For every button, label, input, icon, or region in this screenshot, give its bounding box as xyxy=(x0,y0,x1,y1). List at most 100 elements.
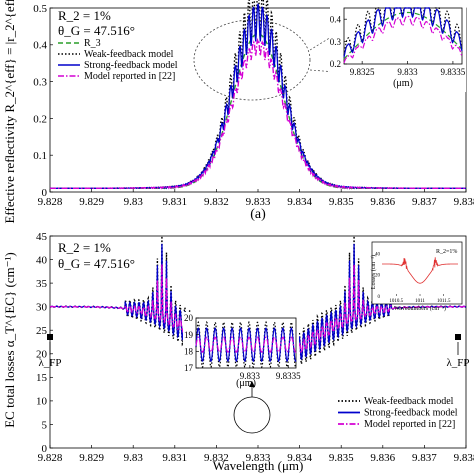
inset-x-tick-label: 9.833 xyxy=(240,371,261,381)
legend-entry: Model reported in [22] xyxy=(364,419,455,430)
spectrum-x-tick-label: 1011 xyxy=(415,299,425,304)
legend-entry: Model reported in [22] xyxy=(84,71,175,82)
x-axis-tick-label: 9.838 xyxy=(454,452,474,464)
x-axis-tick-label: 9.834 xyxy=(287,452,312,464)
inset-frame xyxy=(371,241,463,305)
lambda-fp-marker xyxy=(455,334,461,340)
y-axis-tick-label: 35 xyxy=(36,278,48,290)
x-axis-tick-label: 9.833 xyxy=(246,452,271,464)
y-axis-tick-label: 0.5 xyxy=(33,3,47,15)
inset-series-line-3 xyxy=(195,336,297,353)
lambda-fp-marker xyxy=(47,334,53,340)
x-axis-tick-label: 9.832 xyxy=(204,196,229,208)
x-axis-tick-label: 9.838 xyxy=(454,196,474,208)
x-axis-tick-label: 9.833 xyxy=(246,196,271,208)
x-axis-tick-label: 9.83 xyxy=(124,196,144,208)
y-axis-tick-label: 0 xyxy=(42,187,48,199)
y-axis-label: Effective reflectivity R_2^{eff} = |r_2^… xyxy=(2,0,17,224)
inset-x-tick-label: 9.8335 xyxy=(441,67,466,77)
legend-entry: Weak-feedback model xyxy=(364,396,454,407)
inset-x-label: (μm) xyxy=(393,78,413,89)
inset-legend: R_2=1% xyxy=(436,249,457,255)
inset-x-tick-label: 9.8325 xyxy=(350,67,375,77)
y-axis-tick-label: 25 xyxy=(36,325,48,337)
panel-label: (a) xyxy=(250,207,266,222)
theta-annotation: θ_G = 47.516° xyxy=(58,23,135,38)
inset-y-label: Losses (cm⁻¹) xyxy=(370,255,377,289)
y-axis-tick-label: 40 xyxy=(36,254,48,266)
r2-annotation: R_2 = 1% xyxy=(58,240,111,255)
y-axis-tick-label: 10 xyxy=(36,396,48,408)
x-axis-tick-label: 9.83 xyxy=(124,452,144,464)
y-axis-tick-label: 5 xyxy=(42,419,48,431)
inset-background xyxy=(183,312,299,376)
y-axis-tick-label: 0.4 xyxy=(33,40,47,52)
y-axis-label: EC total losses α_T^{EC} (cm⁻¹) xyxy=(2,252,17,428)
inset-x-tick-label: 9.8335 xyxy=(276,371,301,381)
inset-y-tick-label: 19 xyxy=(184,330,194,340)
theta-annotation: θ_G = 47.516° xyxy=(58,256,135,271)
x-axis-tick-label: 9.831 xyxy=(162,196,187,208)
inset-series-line-3 xyxy=(343,7,463,58)
y-axis-tick-label: 20 xyxy=(36,349,48,361)
y-axis-tick-label: 0.3 xyxy=(33,76,47,88)
y-axis-tick-label: 0.1 xyxy=(33,150,47,162)
x-axis-tick-label: 9.835 xyxy=(329,196,354,208)
inset-y-tick-label: 0.3 xyxy=(330,37,342,47)
inset-y-tick-label: 0.4 xyxy=(330,14,342,24)
zoom-connector xyxy=(309,9,376,51)
x-axis-tick-label: 9.828 xyxy=(38,196,63,208)
x-axis-tick-label: 9.836 xyxy=(370,452,395,464)
x-axis-tick-label: 9.834 xyxy=(287,196,312,208)
legend-entry: Strong-feedback model xyxy=(84,60,178,71)
spectrum-inset: 1010.5 1011 1011.5 0 20 40 Losses (cm⁻¹) Wave… xyxy=(370,241,463,312)
y-axis-tick-label: 15 xyxy=(36,372,48,384)
x-axis-tick-label: 9.829 xyxy=(79,452,104,464)
y-axis-tick-label: 0 xyxy=(42,443,48,455)
y-axis-tick-label: 30 xyxy=(36,302,48,314)
x-axis-tick-label: 9.828 xyxy=(38,452,63,464)
losses-chart: 0 5 10 15 20 25 30 35 40 45 9.828 9.829 9.83 9.831 9.… xyxy=(2,231,474,473)
legend-entry: R_3 xyxy=(84,38,101,49)
r2-annotation: R_2 = 1% xyxy=(58,8,111,23)
x-axis-tick-label: 9.831 xyxy=(162,452,187,464)
spectrum-y-tick-label: 40 xyxy=(375,252,381,257)
inset-x-tick-label: 9.833 xyxy=(397,67,418,77)
y-axis-tick-label: 45 xyxy=(36,231,48,243)
x-axis-tick-label: 9.836 xyxy=(370,196,395,208)
x-axis-tick-label: 9.829 xyxy=(79,196,104,208)
x-axis-tick-label: 9.832 xyxy=(204,452,229,464)
x-axis-tick-label: 9.837 xyxy=(412,452,437,464)
inset-frame xyxy=(343,7,463,65)
spectrum-line xyxy=(382,257,458,284)
inset-x-label: Wavenumbers (cm⁻¹) xyxy=(394,305,446,312)
spectrum-x-tick-label: 1010.5 xyxy=(389,299,403,304)
legend-entry: Weak-feedback model xyxy=(84,49,174,60)
spectrum-y-tick-label: 0 xyxy=(378,295,381,300)
zoom-arrowhead xyxy=(249,381,255,387)
inset-y-tick-label: 18 xyxy=(184,346,194,356)
zoom-inset: 0.2 0.3 0.4 9.8325 9.833 9.8335 (μm) xyxy=(330,4,466,92)
series-line-4 xyxy=(49,37,467,190)
y-axis-tick-label: 0.2 xyxy=(33,113,47,125)
inset-y-tick-label: 20 xyxy=(184,313,194,323)
zoom-inset: 17 18 19 20 9.833 9.8335 (μm) xyxy=(183,312,301,389)
lambda-fp-label-right: λ_FP xyxy=(446,357,469,369)
x-axis-label: Wavelength (μm) xyxy=(213,458,304,473)
spectrum-y-tick-label: 20 xyxy=(375,274,381,279)
zoom-circle xyxy=(233,396,271,434)
reflectivity-chart: 0 0.1 0.2 0.3 0.4 0.5 9.828 9.829 9.83 9.831 9.83… xyxy=(2,0,474,224)
legend-entry: Strong-feedback model xyxy=(364,408,458,419)
inset-y-tick-label: 17 xyxy=(184,363,194,373)
lambda-fp-label-left: λ_FP xyxy=(38,357,61,369)
inset-x-label: (μm) xyxy=(236,378,256,389)
spectrum-x-tick-label: 1011.5 xyxy=(437,299,451,304)
x-axis-tick-label: 9.835 xyxy=(329,452,354,464)
inset-y-tick-label: 0.2 xyxy=(330,59,341,69)
zoom-ellipse xyxy=(193,19,311,101)
inset-series-line-4 xyxy=(343,15,463,64)
x-axis-tick-label: 9.837 xyxy=(412,196,437,208)
